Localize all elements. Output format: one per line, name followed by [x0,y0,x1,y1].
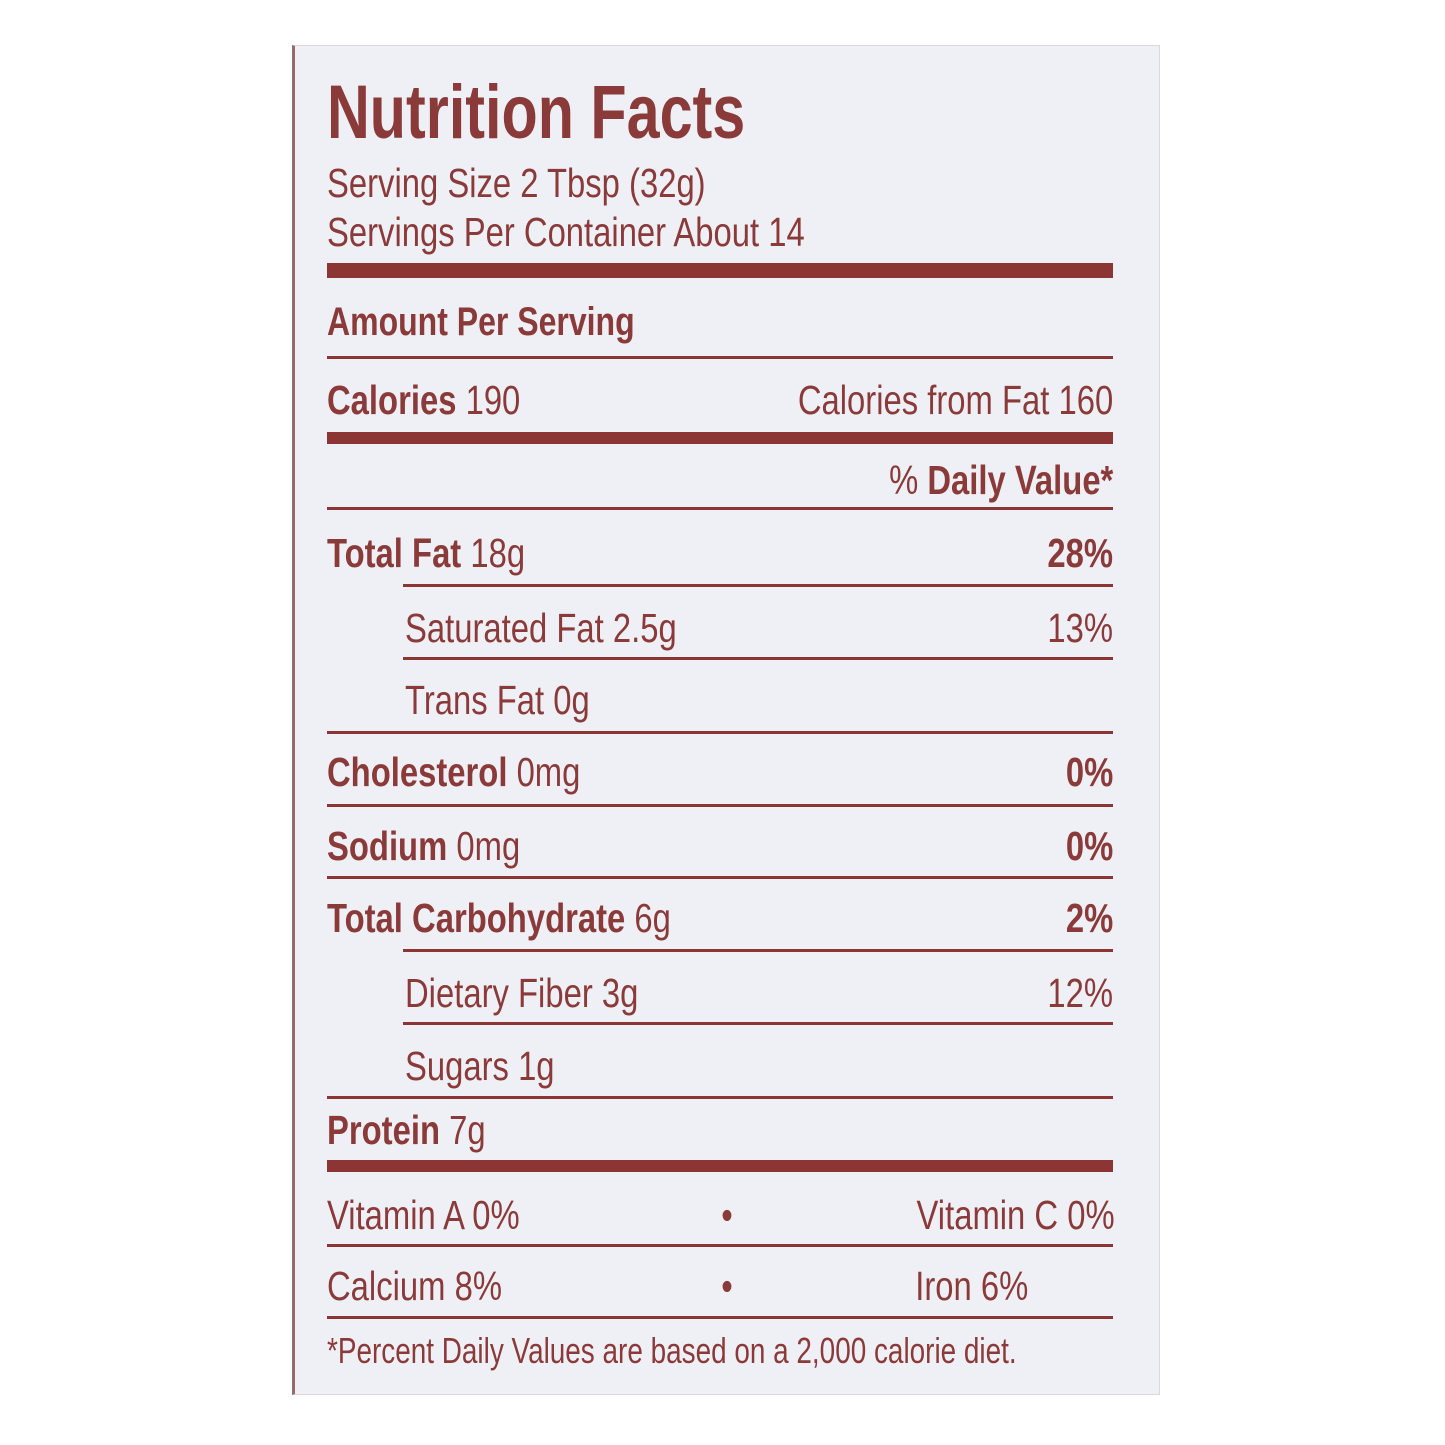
nutrient-row: Protein 7g [327,1110,486,1151]
calories-from-fat: Calories from Fat 160 [797,377,1113,423]
nutrient-amount: 0g [553,677,590,723]
nutrient-amount: 3g [601,970,639,1016]
percent-sign: % [888,457,928,503]
nutrient-label: Cholesterol [327,749,508,795]
nutrient-row: Dietary Fiber 3g [405,973,638,1014]
nutrient-amount: 18g [470,530,526,576]
rule [327,1244,1113,1247]
rule [403,657,1113,660]
rule [327,731,1113,734]
medium-rule [327,432,1113,444]
rule [403,1022,1113,1025]
rule [327,356,1113,359]
rule [327,876,1113,879]
title: Nutrition Facts [327,70,746,155]
separator-dot: • [721,1263,733,1309]
amount-per-serving: Amount Per Serving [327,300,635,344]
vitamin-c: Vitamin C 0% [916,1192,1115,1238]
nutrient-daily-value: 13% [1047,605,1113,651]
nutrient-label: Sodium [327,823,448,869]
calcium: Calcium 8% [327,1263,502,1309]
nutrient-row: Total Fat 18g [327,533,525,574]
calories-label: Calories [327,377,457,423]
rule [327,1096,1113,1099]
nutrient-label: Total Carbohydrate [327,895,626,941]
nutrient-amount: 1g [518,1043,555,1089]
vitamin-a: Vitamin A 0% [327,1192,520,1238]
thick-rule [327,263,1113,278]
nutrient-row: Cholesterol 0mg [327,752,580,793]
nutrient-label: Total Fat [327,530,462,576]
separator-dot: • [721,1192,733,1238]
nutrient-label: Trans Fat [405,677,545,723]
nutrient-daily-value: 2% [1065,895,1113,941]
nutrient-amount: 6g [634,895,671,941]
footnote: *Percent Daily Values are based on a 2,0… [327,1330,1017,1371]
iron: Iron 6% [914,1263,1028,1309]
nutrient-row: Sugars 1g [405,1046,555,1087]
nutrient-amount: 7g [449,1107,486,1153]
nutrient-label: Protein [327,1107,440,1153]
medium-rule [327,1160,1113,1172]
nutrient-row: Trans Fat 0g [405,680,590,721]
nutrient-daily-value: 28% [1047,530,1113,576]
daily-value-header: % Daily Value* [889,460,1113,501]
nutrient-row: Sodium 0mg [327,826,520,867]
nutrient-daily-value: 0% [1065,823,1113,869]
nutrient-label: Saturated Fat [405,605,604,651]
nutrient-amount: 0mg [516,749,581,795]
rule [403,584,1113,587]
nutrient-daily-value: 12% [1047,970,1113,1016]
nutrient-row: Saturated Fat 2.5g [405,608,677,649]
nutrient-label: Dietary Fiber [405,970,593,1016]
servings-per-container: Servings Per Container About 14 [327,209,805,255]
calories-row: Calories 190 [327,380,520,421]
serving-size: Serving Size 2 Tbsp (32g) [327,160,706,206]
nutrient-daily-value: 0% [1065,749,1113,795]
rule [327,804,1113,807]
daily-value-label: Daily Value* [927,457,1113,503]
nutrient-amount: 2.5g [612,605,677,651]
nutrient-label: Sugars [405,1043,509,1089]
nutrient-row: Total Carbohydrate 6g [327,898,671,939]
nutrient-amount: 0mg [456,823,521,869]
calories-value: 190 [465,377,521,423]
rule [327,1316,1113,1319]
rule [327,507,1113,510]
rule [403,949,1113,952]
